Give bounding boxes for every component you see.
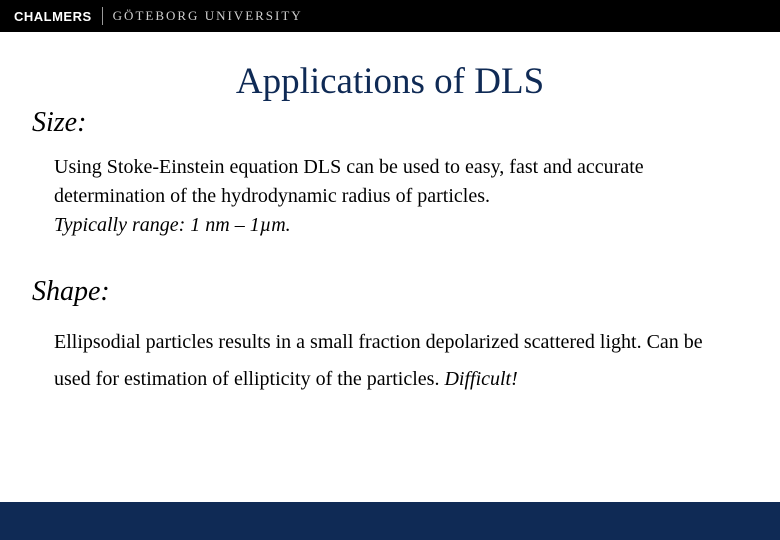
size-range: Typically range: 1 nm – 1µm. xyxy=(54,214,291,236)
top-bar: CHALMERS GÖTEBORG UNIVERSITY xyxy=(0,0,780,32)
shape-description: Ellipsodial particles results in a small… xyxy=(54,331,703,390)
bottom-bar xyxy=(0,502,780,540)
shape-difficult: Difficult! xyxy=(444,368,517,390)
shape-body-text: Ellipsodial particles results in a small… xyxy=(54,324,738,398)
slide-title: Applications of DLS xyxy=(32,60,748,103)
slide-content: Applications of DLS Size: Using Stoke-Ei… xyxy=(0,60,780,398)
header-divider xyxy=(102,7,103,25)
goteborg-university-text: GÖTEBORG UNIVERSITY xyxy=(113,8,303,24)
size-section-label: Size: xyxy=(32,107,748,139)
size-description: Using Stoke-Einstein equation DLS can be… xyxy=(54,156,644,207)
chalmers-logo-text: CHALMERS xyxy=(14,9,92,24)
size-body-text: Using Stoke-Einstein equation DLS can be… xyxy=(54,153,728,240)
shape-section-label: Shape: xyxy=(32,276,748,308)
